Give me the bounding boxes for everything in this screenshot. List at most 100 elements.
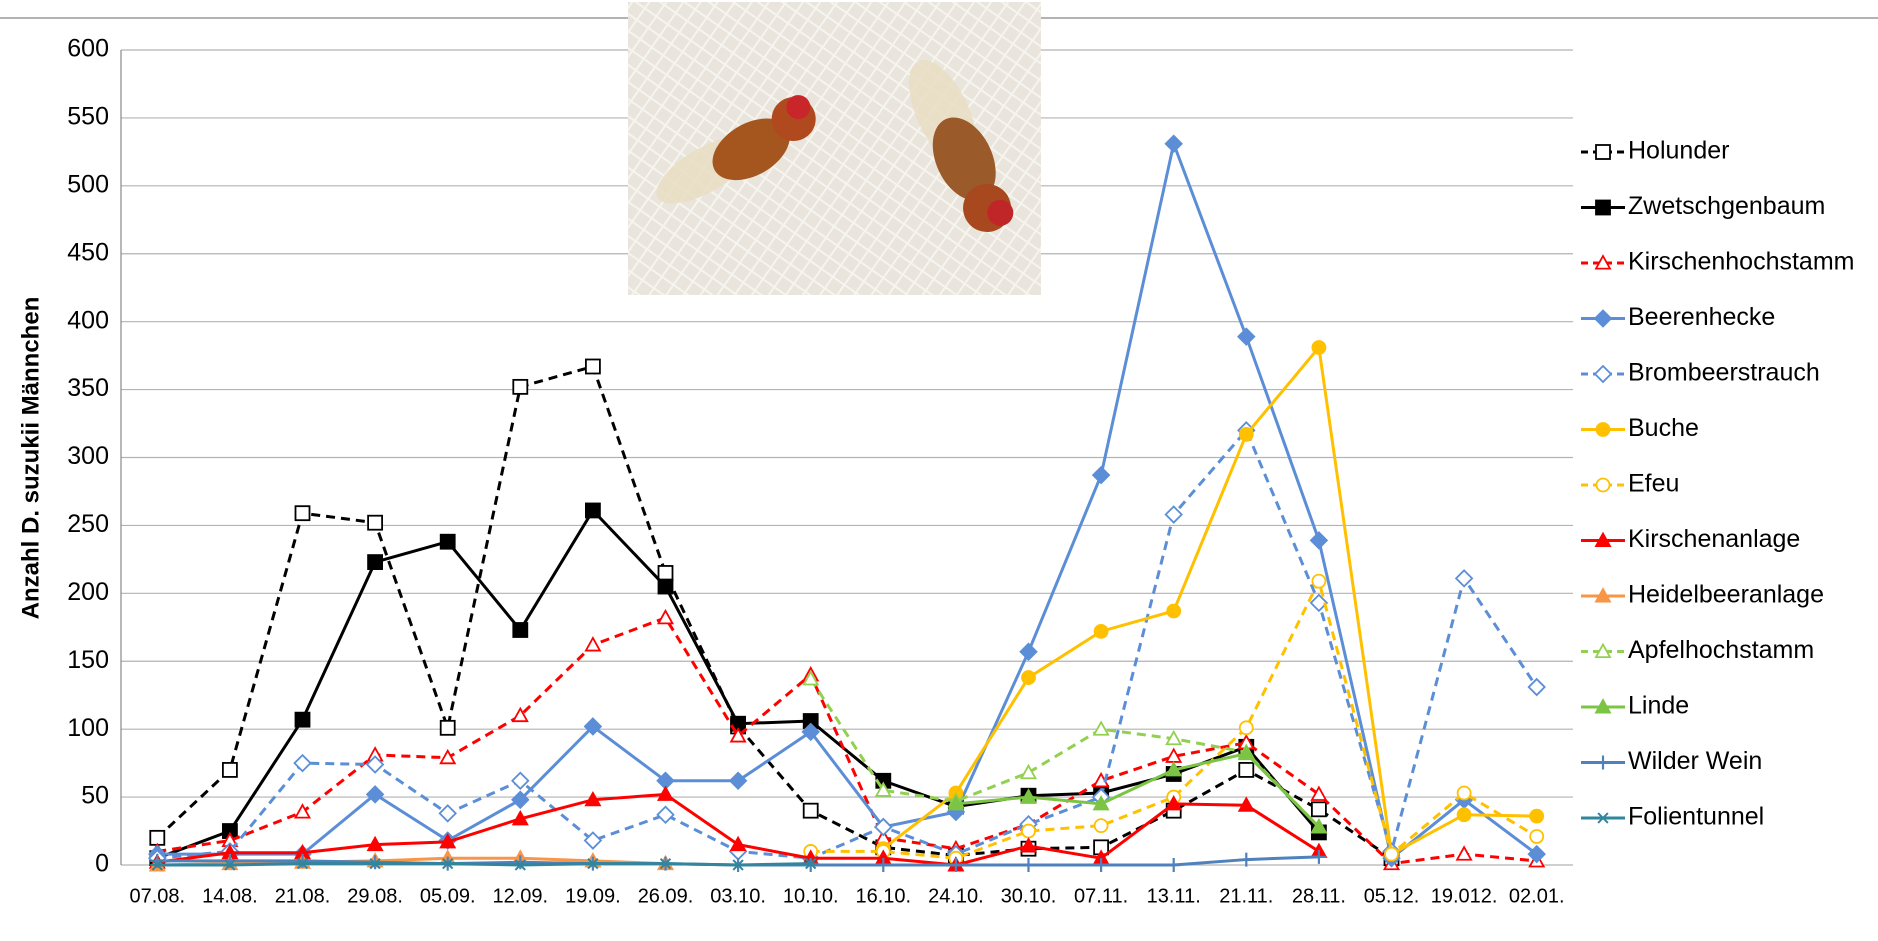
marker — [729, 727, 747, 743]
marker — [803, 858, 818, 870]
marker — [439, 719, 456, 736]
legend-label: Holunder — [1628, 137, 1729, 165]
marker — [1019, 837, 1038, 853]
marker — [1310, 818, 1328, 834]
x-tick-label: 13.11. — [1147, 885, 1201, 907]
marker — [367, 554, 384, 570]
marker — [947, 795, 965, 811]
marker — [1311, 801, 1327, 818]
marker — [1021, 670, 1036, 685]
marker — [1311, 340, 1327, 355]
marker — [1019, 642, 1038, 662]
marker — [439, 533, 456, 550]
marker — [1456, 785, 1472, 801]
series-line — [157, 862, 811, 867]
series-line — [157, 427, 1538, 860]
series-line — [809, 678, 1320, 829]
y-tick-label: 100 — [67, 714, 109, 742]
marker — [1594, 587, 1612, 603]
legend-label: Wilder Wein — [1628, 747, 1762, 775]
legend-label: Buche — [1628, 414, 1699, 442]
x-tick-label: 05.12. — [1364, 885, 1420, 907]
marker — [585, 358, 601, 375]
marker — [1593, 309, 1613, 328]
marker — [1021, 823, 1036, 839]
x-tick-label: 30.10. — [1001, 885, 1057, 907]
marker — [585, 858, 600, 870]
marker — [440, 858, 455, 870]
marker — [294, 711, 311, 728]
marker — [1594, 531, 1612, 547]
marker — [658, 858, 673, 870]
marker — [657, 565, 674, 581]
marker — [365, 785, 385, 804]
y-tick-label: 600 — [67, 35, 109, 63]
marker — [1019, 763, 1038, 780]
marker — [802, 802, 819, 819]
series — [148, 421, 1546, 868]
marker — [512, 622, 529, 638]
marker — [1595, 477, 1611, 493]
marker — [365, 755, 385, 774]
marker — [1021, 858, 1036, 872]
marker — [222, 859, 237, 871]
marker — [656, 608, 675, 625]
series-line — [157, 138, 1538, 861]
marker — [583, 831, 603, 850]
y-tick-label: 550 — [67, 103, 109, 131]
x-tick-label: 29.08. — [347, 885, 403, 907]
series-line — [156, 364, 1393, 860]
series-line — [882, 343, 1537, 857]
marker — [1529, 829, 1545, 844]
marker — [1237, 744, 1255, 761]
marker — [367, 514, 384, 531]
x-tick-label: 24.10. — [928, 885, 984, 907]
legend-label: Kirschenanlage — [1628, 525, 1800, 553]
legend-label: Folientunnel — [1628, 803, 1764, 831]
y-tick-label: 350 — [67, 374, 109, 402]
y-tick-label: 150 — [67, 646, 109, 674]
photo — [628, 2, 1041, 295]
marker — [368, 858, 383, 870]
marker — [511, 706, 529, 723]
marker — [1595, 144, 1611, 160]
marker — [1092, 720, 1110, 736]
series-line — [955, 751, 1320, 829]
marker — [513, 859, 528, 871]
marker — [1594, 254, 1612, 270]
marker — [1311, 573, 1327, 589]
marker — [1094, 858, 1109, 872]
marker — [1237, 796, 1255, 812]
marker — [731, 859, 746, 871]
marker — [1238, 427, 1254, 442]
y-tick-label: 450 — [67, 238, 109, 266]
marker — [294, 505, 311, 522]
marker — [584, 636, 602, 652]
marker — [1596, 755, 1610, 770]
legend-label: Beerenhecke — [1628, 303, 1775, 331]
marker — [366, 835, 384, 852]
series — [150, 858, 818, 871]
marker — [511, 790, 530, 810]
marker — [438, 804, 457, 823]
marker — [1237, 327, 1256, 346]
y-tick-label: 500 — [67, 170, 109, 198]
marker — [1595, 422, 1611, 437]
marker — [585, 502, 601, 519]
x-tick-label: 14.08. — [202, 885, 258, 907]
marker — [1165, 795, 1183, 811]
marker — [1309, 531, 1329, 550]
marker — [583, 717, 603, 736]
plot-area: 0 50 100 150 200 250 300 350 400 450 500 550 600 07.0… — [67, 35, 1573, 907]
marker — [1093, 623, 1109, 639]
marker — [1238, 720, 1254, 736]
marker — [439, 748, 457, 765]
marker — [1238, 762, 1255, 778]
marker — [1454, 569, 1474, 588]
marker — [729, 835, 747, 852]
x-tick-label: 21.11. — [1219, 885, 1273, 907]
marker — [1527, 677, 1546, 697]
marker — [1091, 465, 1111, 485]
y-tick-label: 200 — [67, 578, 109, 606]
